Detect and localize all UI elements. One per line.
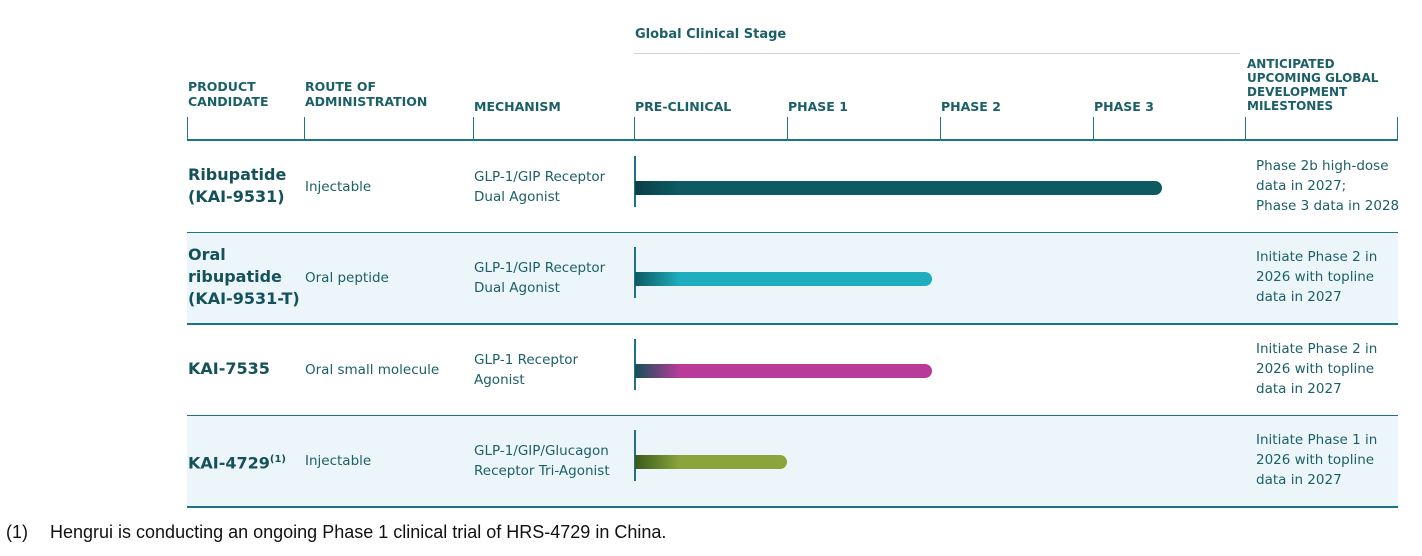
- product-candidate-text: Oral: [188, 245, 226, 265]
- mechanism: GLP-1/GIP Receptor Dual Agonist: [474, 258, 605, 298]
- product-candidate-text: KAI-4729: [188, 453, 270, 473]
- milestones: Initiate Phase 1 in 2026 with topline data…: [1256, 430, 1377, 490]
- col-header-route-line: ADMINISTRATION: [305, 94, 428, 109]
- product-candidate-name: Ribupatide (KAI-9531): [188, 164, 286, 208]
- col-header-product-line: CANDIDATE: [188, 94, 269, 109]
- header-axis-baseline: [187, 139, 1398, 141]
- col-header-milestones-line: MILESTONES: [1247, 99, 1334, 113]
- mechanism-line: Agonist: [474, 371, 525, 388]
- col-header-milestones: ANTICIPATED UPCOMING GLOBAL DEVELOPMENT …: [1247, 57, 1378, 113]
- col-header-product-line: PRODUCT: [188, 79, 256, 94]
- product-candidate-name: KAI-7535: [188, 358, 270, 380]
- mechanism-line: GLP-1/GIP Receptor: [474, 260, 606, 277]
- col-header-route-line: ROUTE OF: [305, 79, 376, 94]
- col-header-route: ROUTE OF ADMINISTRATION: [305, 79, 427, 109]
- col-header-product: PRODUCT CANDIDATE: [188, 79, 268, 109]
- route-of-administration: Oral peptide: [305, 270, 389, 287]
- product-candidate-name-line: (KAI-9531-T): [188, 288, 300, 310]
- stage-header-phase-1: PHASE 1: [788, 99, 848, 114]
- product-candidate-name-line: Ribupatide: [188, 164, 286, 186]
- col-header-milestones-line: ANTICIPATED: [1247, 57, 1335, 71]
- header-tick: [940, 117, 941, 139]
- footnote-text: Hengrui is conducting an ongoing Phase 1…: [50, 522, 667, 542]
- row-divider: [187, 323, 1398, 325]
- route-of-administration: Oral small molecule: [305, 361, 440, 378]
- header-tick: [473, 117, 474, 139]
- col-header-milestones-line: UPCOMING GLOBAL: [1247, 71, 1379, 85]
- row-background: [187, 415, 1398, 507]
- header-tick: [187, 117, 188, 139]
- header-tick: [787, 117, 788, 139]
- stage-header-phase-2: PHASE 2: [941, 99, 1001, 114]
- product-candidate-name-line: (KAI-9531): [188, 186, 286, 208]
- milestone-line: Initiate Phase 2 in: [1256, 249, 1378, 266]
- mechanism: GLP-1 Receptor Agonist: [474, 350, 578, 390]
- milestone-line: data in 2027: [1256, 472, 1342, 489]
- milestone-line: Initiate Phase 1 in: [1256, 432, 1378, 449]
- stage-progress-bar: [635, 363, 932, 378]
- milestone-line: 2026 with topline: [1256, 360, 1375, 377]
- mechanism-line: GLP-1 Receptor: [474, 351, 579, 368]
- stage-header-phase-3: PHASE 3: [1094, 99, 1154, 114]
- product-candidate-name-line: KAI-4729(1): [188, 449, 286, 474]
- mechanism-line: GLP-1/GIP/Glucagon: [474, 443, 609, 460]
- product-candidate-text: ribupatide: [188, 267, 282, 287]
- mechanism-line: GLP-1/GIP Receptor: [474, 168, 606, 185]
- header-tick: [634, 117, 635, 139]
- stage-header-pre-clinical: PRE-CLINICAL: [635, 99, 732, 114]
- header-tick: [1397, 117, 1398, 139]
- milestone-line: data in 2027;: [1256, 177, 1347, 194]
- stage-title-rule: [634, 53, 1240, 54]
- product-candidate-name-line: ribupatide: [188, 266, 300, 288]
- milestone-line: data in 2027: [1256, 380, 1342, 397]
- milestone-line: data in 2027: [1256, 289, 1342, 306]
- header-tick: [1245, 117, 1246, 139]
- global-clinical-stage-title: Global Clinical Stage: [635, 27, 787, 42]
- product-candidate-name-line: KAI-7535: [188, 358, 270, 380]
- milestone-line: Phase 2b high-dose: [1256, 157, 1389, 174]
- mechanism-line: Receptor Tri-Agonist: [474, 463, 610, 480]
- milestones: Phase 2b high-dose data in 2027; Phase 3 d…: [1256, 156, 1399, 216]
- col-header-milestones-line: DEVELOPMENT: [1247, 85, 1348, 99]
- stage-progress-bar: [635, 455, 787, 470]
- mechanism: GLP-1/GIP/Glucagon Receptor Tri-Agonist: [474, 441, 610, 481]
- milestone-line: Initiate Phase 2 in: [1256, 340, 1378, 357]
- footnote-number: (1): [6, 522, 28, 542]
- milestone-line: Phase 3 data in 2028: [1256, 197, 1400, 214]
- milestones: Initiate Phase 2 in 2026 with topline data…: [1256, 247, 1377, 307]
- route-of-administration: Injectable: [305, 178, 372, 195]
- product-candidate-name-line: Oral: [188, 244, 300, 266]
- product-candidate-text: (KAI-9531): [188, 186, 285, 206]
- row-divider: [187, 506, 1398, 508]
- stage-progress-bar: [635, 180, 1162, 195]
- mechanism: GLP-1/GIP Receptor Dual Agonist: [474, 167, 605, 207]
- header-tick: [304, 117, 305, 139]
- header-tick: [1093, 117, 1094, 139]
- product-candidate-text: Ribupatide: [188, 164, 287, 184]
- milestone-line: 2026 with topline: [1256, 452, 1375, 469]
- mechanism-line: Dual Agonist: [474, 188, 560, 205]
- route-of-administration: Injectable: [305, 453, 372, 470]
- product-candidate-name: KAI-4729(1): [188, 449, 286, 474]
- product-candidate-text: KAI-7535: [188, 358, 270, 378]
- footnote-marker: (1): [269, 454, 287, 466]
- product-candidate-name: Oral ribupatide (KAI-9531-T): [188, 244, 300, 310]
- mechanism-line: Dual Agonist: [474, 280, 560, 297]
- milestones: Initiate Phase 2 in 2026 with topline data…: [1256, 339, 1377, 399]
- stage-progress-bar: [635, 272, 932, 287]
- col-header-mechanism: MECHANISM: [474, 99, 561, 114]
- product-candidate-text: (KAI-9531-T): [188, 289, 300, 309]
- footnote: (1) Hengrui is conducting an ongoing Phas…: [6, 522, 666, 543]
- milestone-line: 2026 with topline: [1256, 269, 1375, 286]
